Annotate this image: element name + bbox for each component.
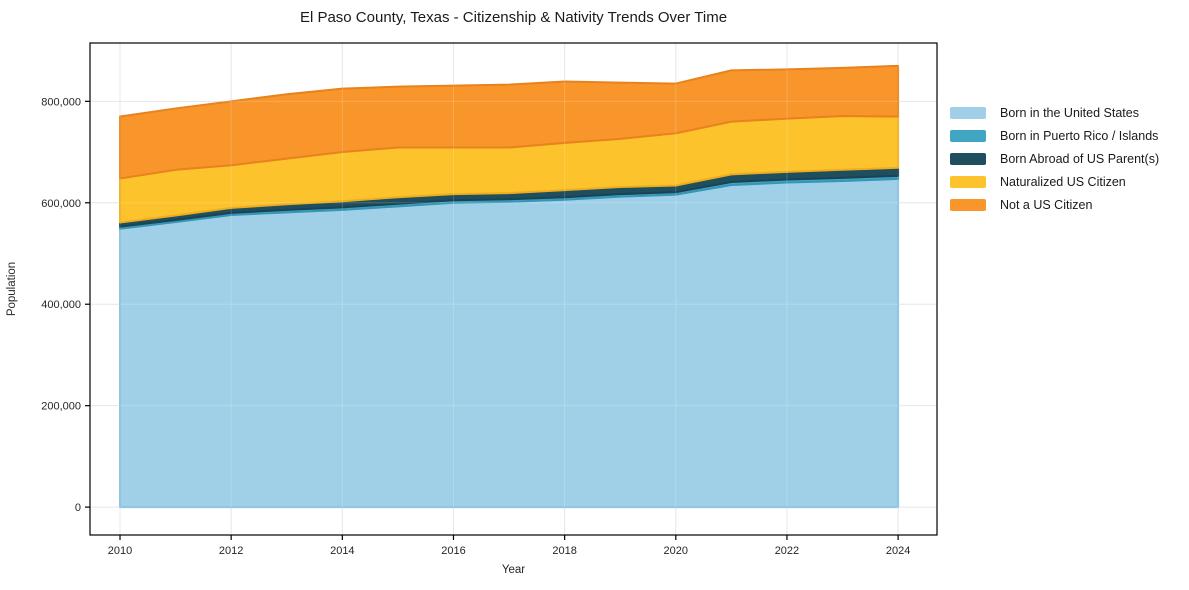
x-tick-label: 2024 bbox=[886, 545, 910, 557]
legend-item: Not a US Citizen bbox=[950, 193, 1159, 216]
x-axis-label: Year bbox=[502, 564, 525, 576]
y-tick-label: 400,000 bbox=[41, 299, 81, 311]
legend-label: Naturalized US Citizen bbox=[1000, 174, 1126, 189]
legend-label: Born in the United States bbox=[1000, 105, 1139, 120]
y-tick-label: 0 bbox=[75, 502, 81, 514]
x-tick-label: 2014 bbox=[330, 545, 354, 557]
plot-border bbox=[89, 42, 938, 536]
x-tick-label: 2022 bbox=[775, 545, 799, 557]
legend-item: Born in the United States bbox=[950, 101, 1159, 124]
legend-swatch bbox=[950, 106, 986, 119]
x-tick-label: 2018 bbox=[552, 545, 576, 557]
x-tick-label: 2016 bbox=[441, 545, 465, 557]
legend-swatch bbox=[950, 129, 986, 142]
legend-swatch bbox=[950, 152, 986, 165]
y-tick-label: 600,000 bbox=[41, 198, 81, 210]
area-not-a-us-citizen bbox=[119, 64, 900, 180]
x-tick-label: 2012 bbox=[219, 545, 243, 557]
legend-label: Born Abroad of US Parent(s) bbox=[1000, 151, 1160, 166]
x-tick-label: 2010 bbox=[108, 545, 132, 557]
y-tick-label: 800,000 bbox=[41, 96, 81, 108]
legend-swatch bbox=[950, 198, 986, 211]
legend-item: Born Abroad of US Parent(s) bbox=[950, 147, 1159, 170]
x-tick-label: 2020 bbox=[664, 545, 688, 557]
area-born-in-the-united-states bbox=[119, 177, 900, 509]
legend-item: Naturalized US Citizen bbox=[950, 170, 1159, 193]
legend-swatch bbox=[950, 175, 986, 188]
y-tick-label: 200,000 bbox=[41, 401, 81, 413]
legend: Born in the United States Born in Puerto … bbox=[950, 101, 1159, 216]
y-axis-label: Population bbox=[6, 262, 18, 316]
chart-title: El Paso County, Texas - Citizenship & Na… bbox=[299, 9, 728, 26]
legend-item: Born in Puerto Rico / Islands bbox=[950, 124, 1159, 147]
legend-label: Born in Puerto Rico / Islands bbox=[1000, 128, 1159, 143]
legend-label: Not a US Citizen bbox=[1000, 197, 1093, 212]
